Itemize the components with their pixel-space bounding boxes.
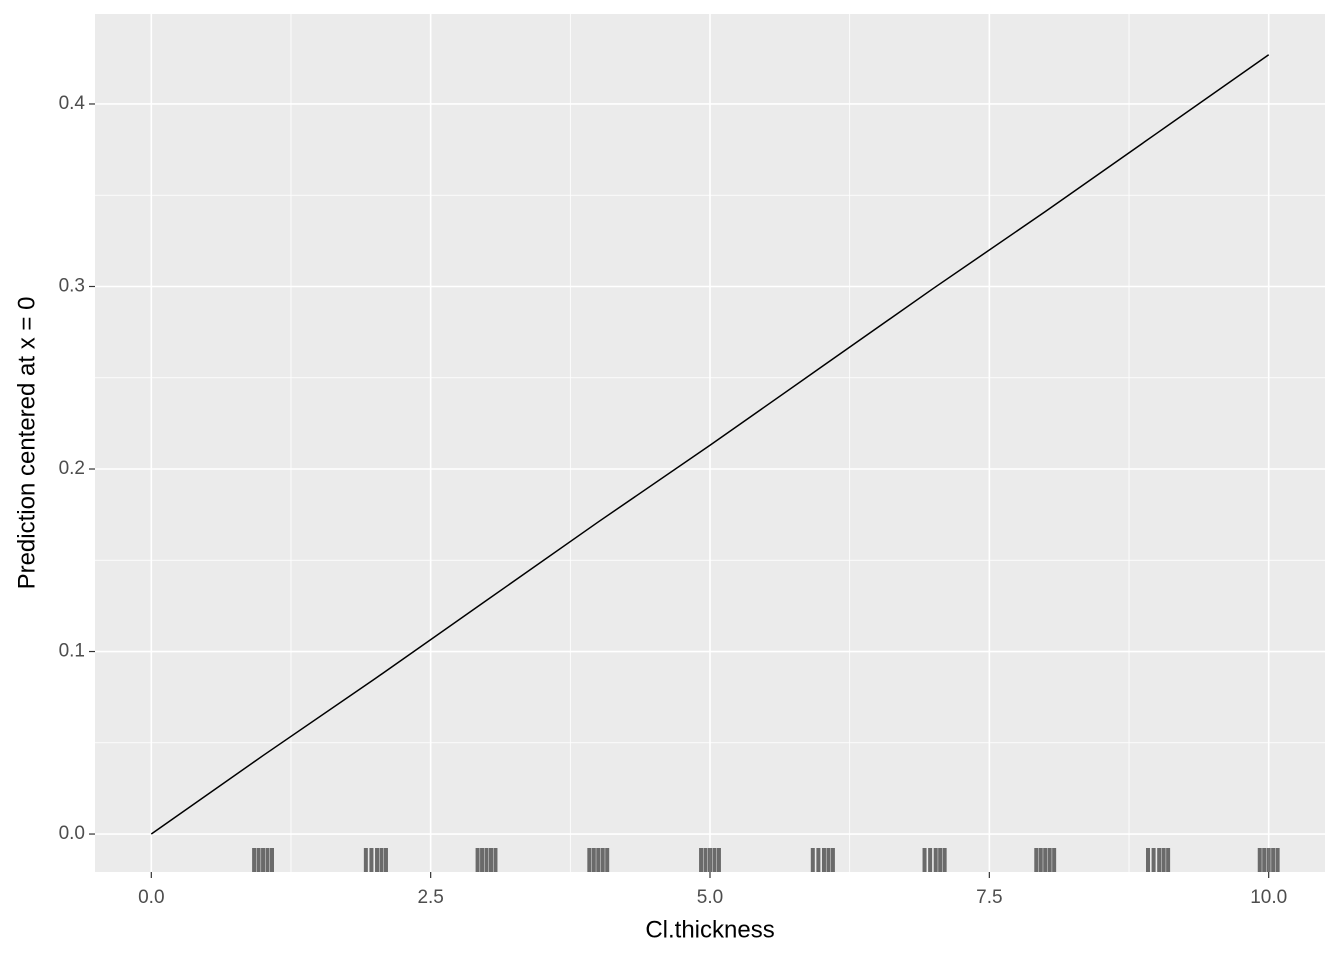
x-axis-label: Cl.thickness	[645, 916, 774, 943]
y-tick-label: 0.3	[59, 276, 85, 297]
x-tick-label: 5.0	[697, 887, 723, 908]
y-tick-label: 0.4	[59, 93, 86, 114]
x-tick-label: 2.5	[417, 887, 443, 908]
x-tick-label: 10.0	[1250, 887, 1287, 908]
x-tick-label: 0.0	[138, 887, 164, 908]
y-axis-label: Prediction centered at x = 0	[13, 297, 40, 590]
y-tick-label: 0.1	[59, 641, 85, 662]
y-tick-label: 0.2	[59, 458, 85, 479]
line	[150, 54, 1270, 835]
x-tick-label: 7.5	[976, 887, 1002, 908]
y-tick-label: 0.0	[59, 823, 85, 844]
